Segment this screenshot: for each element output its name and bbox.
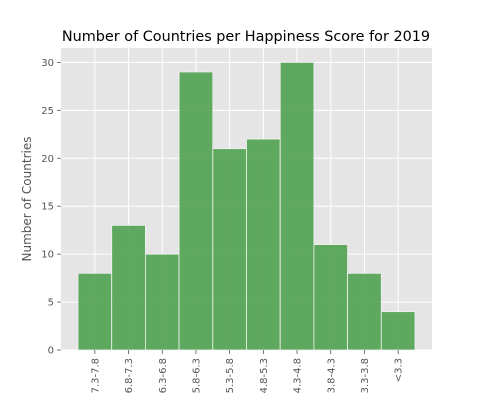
bar-3.3-3.8 xyxy=(347,272,382,351)
bar-4.8-5.3 xyxy=(246,138,281,351)
bar-6.3-6.8 xyxy=(144,253,180,351)
x-tick-label: 4.3-4.8 xyxy=(293,358,304,393)
chart-title: Number of Countries per Happiness Score … xyxy=(62,29,430,45)
x-tick-label: <3.3 xyxy=(394,358,405,382)
y-tick-label: 0 xyxy=(48,346,54,357)
x-tick-label: 3.3-3.8 xyxy=(360,358,371,393)
x-tick-label: 3.8-4.3 xyxy=(326,358,337,393)
x-tick-label: 7.3-7.8 xyxy=(90,358,101,393)
x-axis-ticks: 7.3-7.8 6.8-7.3 6.3-6.8 5.8-6.3 5.3-5.8 4.8-5… xyxy=(90,350,405,393)
y-axis-label: Number of Countries xyxy=(20,137,34,262)
x-tick-label: 5.3-5.8 xyxy=(225,358,236,393)
y-tick-label: 30 xyxy=(41,58,54,69)
y-tick-label: 20 xyxy=(41,154,54,165)
y-tick-label: 25 xyxy=(41,106,54,117)
y-axis-ticks: 0 5 10 15 20 25 30 xyxy=(41,58,61,357)
y-tick-label: 5 xyxy=(48,298,54,309)
x-tick-label: 4.8-5.3 xyxy=(259,358,270,393)
bar-3.8-4.3 xyxy=(313,244,348,351)
bar-6.8-7.3 xyxy=(111,224,146,351)
y-tick-label: 10 xyxy=(41,250,54,261)
bars xyxy=(77,61,416,351)
x-tick-label: 6.3-6.8 xyxy=(158,358,169,393)
x-tick-label: 5.8-6.3 xyxy=(191,358,202,393)
bar-7.3-7.8 xyxy=(77,272,113,351)
bar-<3.3 xyxy=(380,311,416,351)
bar-4.3-4.8 xyxy=(279,61,315,351)
x-tick-label: 6.8-7.3 xyxy=(124,358,135,393)
y-tick-label: 15 xyxy=(41,202,54,213)
bar-5.8-6.3 xyxy=(178,71,214,351)
bar-5.3-5.8 xyxy=(212,148,247,351)
